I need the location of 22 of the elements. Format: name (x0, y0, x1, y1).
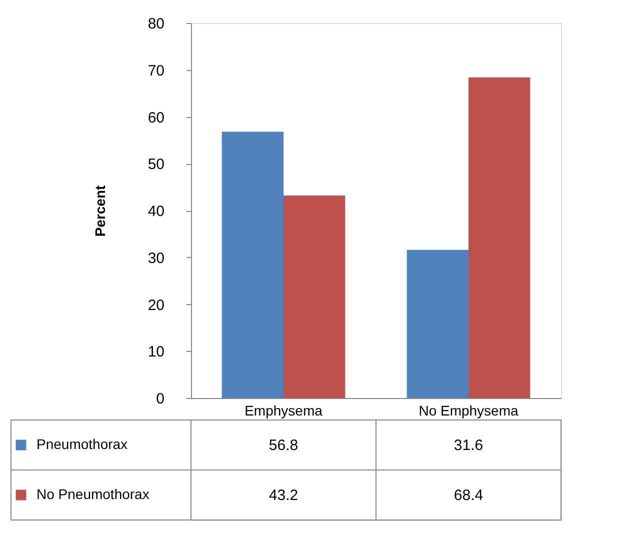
data-label: 31.6 (454, 437, 484, 454)
data-label: 43.2 (268, 487, 298, 504)
data-label: 68.4 (454, 487, 484, 504)
bar (468, 77, 530, 398)
x-tick-label: Emphysema (244, 402, 323, 418)
bar (406, 250, 468, 398)
y-tick-label: 50 (148, 156, 164, 174)
legend-label: No Pneumothorax (36, 486, 150, 502)
y-tick-label: 60 (148, 109, 164, 126)
y-tick-label: 80 (148, 16, 164, 32)
legend-label: Pneumothorax (36, 436, 128, 452)
y-tick-label: 20 (148, 296, 164, 314)
bar (222, 132, 284, 398)
y-tick-label: 70 (148, 62, 164, 80)
bar (284, 196, 346, 398)
y-tick-label: 40 (148, 203, 164, 220)
y-axis-title: Percent (92, 184, 108, 237)
data-label: 56.8 (268, 437, 298, 454)
y-tick-label: 10 (148, 344, 164, 361)
y-tick-label: 30 (148, 250, 164, 267)
y-tick-label: 0 (156, 390, 164, 408)
x-tick-label: No Emphysema (418, 402, 519, 418)
